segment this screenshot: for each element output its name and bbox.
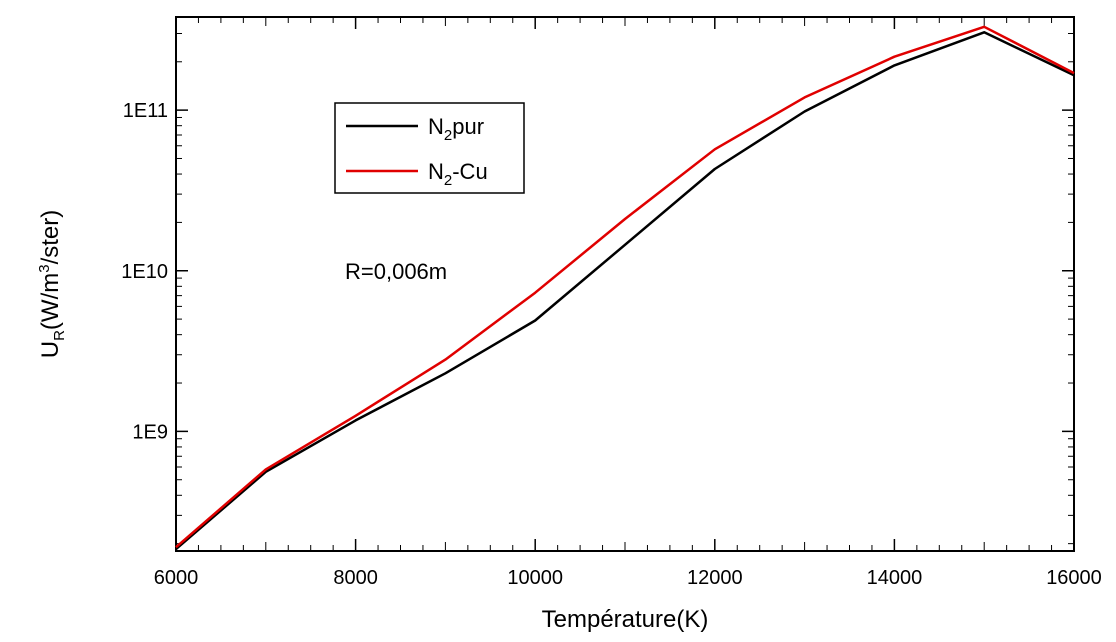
- series-line-0: [175, 31, 1075, 551]
- legend-label-n2cu: N2-Cu: [428, 159, 488, 189]
- y-axis-sub: R: [51, 330, 68, 341]
- legend-box: [334, 102, 525, 194]
- x-axis-title: Température(K): [542, 606, 709, 633]
- y-tick-label: 1E11: [123, 100, 168, 122]
- ticks-layer: 6000 8000 10000 12000 14000 16000 1E9 1E10 1E11: [121, 17, 1102, 589]
- legend-label-n2pur-sub: 2: [444, 127, 452, 144]
- legend-label-n2pur-rest: pur: [452, 114, 484, 139]
- annotation-radius: R=0,006m: [345, 259, 447, 284]
- plot-frame: [175, 16, 1075, 552]
- y-tick-label: 1E10: [121, 261, 168, 283]
- x-tick-label: 14000: [867, 567, 923, 589]
- legend-label-n2pur-base: N: [428, 114, 444, 139]
- y-tick-label: 1E9: [132, 421, 168, 443]
- legend-label-n2cu-rest: -Cu: [452, 159, 487, 184]
- legend: N2pur N2-Cu: [334, 102, 525, 194]
- y-axis-title: UR(W/m3/ster): [36, 210, 68, 359]
- y-axis-unit-a: (W/m: [37, 273, 64, 330]
- x-tick-label: 8000: [333, 567, 378, 589]
- legend-label-n2cu-base: N: [428, 159, 444, 184]
- x-tick-label: 10000: [507, 567, 563, 589]
- x-tick-label: 6000: [154, 567, 199, 589]
- y-axis-unit-sup: 3: [36, 264, 53, 272]
- y-axis-main: U: [37, 341, 64, 358]
- y-axis-unit-b: /ster): [37, 210, 64, 265]
- x-tick-label: 12000: [687, 567, 743, 589]
- series-line-1: [175, 25, 1075, 549]
- x-tick-label: 16000: [1046, 567, 1102, 589]
- legend-label-n2cu-sub: 2: [444, 172, 452, 189]
- legend-label-n2pur: N2pur: [428, 114, 484, 144]
- series-layer: [175, 25, 1075, 551]
